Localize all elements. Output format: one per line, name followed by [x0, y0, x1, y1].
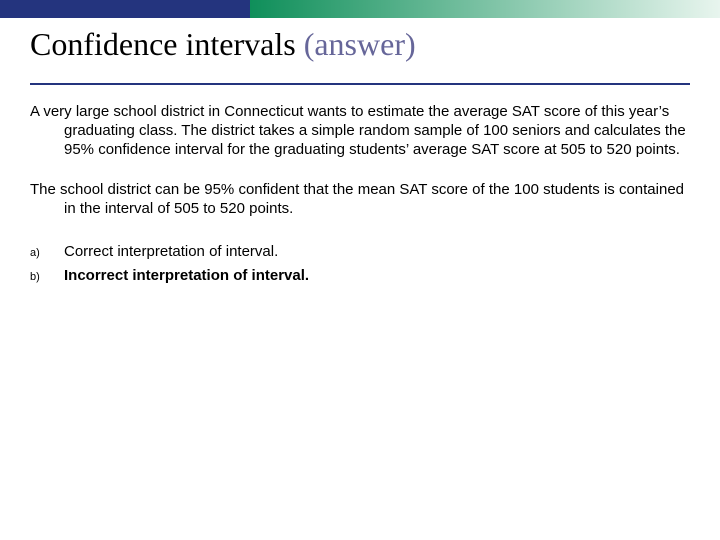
header-bar-gradient — [250, 0, 720, 18]
option-text: Incorrect interpretation of interval. — [64, 265, 309, 288]
option-row: b) Incorrect interpretation of interval. — [30, 265, 690, 288]
slide-content: Confidence intervals (answer) A very lar… — [0, 18, 720, 288]
slide-title: Confidence intervals (answer) — [30, 26, 690, 65]
paragraph-question: The school district can be 95% confident… — [30, 181, 690, 219]
paragraph-context: A very large school district in Connecti… — [30, 103, 690, 159]
option-row: a) Correct interpretation of interval. — [30, 241, 690, 264]
title-paren-text: (answer) — [304, 26, 416, 62]
option-text: Correct interpretation of interval. — [64, 241, 278, 264]
title-underline — [30, 83, 690, 85]
header-bar-solid — [0, 0, 250, 18]
option-letter: b) — [30, 269, 64, 286]
option-letter: a) — [30, 245, 64, 262]
answer-options: a) Correct interpretation of interval. b… — [30, 241, 690, 288]
title-main-text: Confidence intervals — [30, 26, 304, 62]
header-accent-bar — [0, 0, 720, 18]
